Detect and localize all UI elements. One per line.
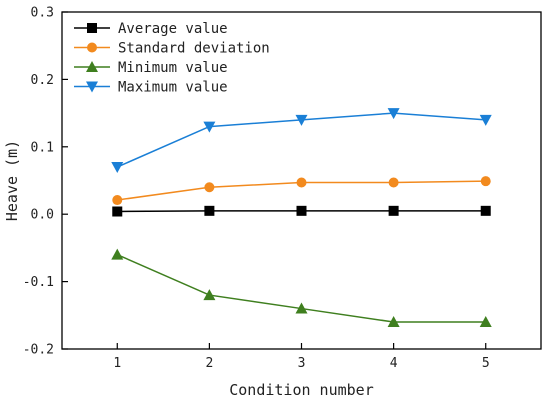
y-tick-label: -0.1 — [23, 275, 54, 290]
data-point — [295, 302, 308, 314]
x-tick-label: 5 — [482, 356, 490, 371]
data-point — [387, 108, 400, 120]
series-2 — [111, 248, 492, 328]
data-point — [479, 114, 492, 126]
legend: Average value Standard deviation Minimum v… — [74, 21, 270, 96]
y-tick-label: -0.2 — [23, 343, 54, 358]
x-tick-label: 1 — [113, 356, 121, 371]
y-axis: -0.2 -0.1 0.0 0.1 0.2 0.3 — [23, 6, 68, 358]
data-point — [480, 205, 491, 216]
legend-marker — [86, 81, 98, 93]
data-point — [387, 316, 400, 328]
series-0 — [112, 205, 491, 217]
data-point — [388, 177, 399, 188]
data-point — [388, 205, 399, 216]
x-axis: 1 2 3 4 5 — [113, 343, 490, 371]
legend-label: Maximum value — [118, 80, 228, 96]
legend-label: Standard deviation — [118, 41, 270, 57]
legend-marker — [87, 23, 97, 33]
legend-entry: Standard deviation — [74, 41, 270, 57]
series-layer — [111, 108, 492, 328]
data-point — [296, 177, 307, 188]
data-point — [295, 114, 308, 126]
data-point — [203, 121, 216, 133]
legend-entry: Average value — [74, 21, 228, 37]
data-point — [204, 182, 215, 193]
legend-label: Average value — [118, 21, 228, 37]
legend-entry: Maximum value — [74, 80, 228, 96]
legend-marker — [86, 61, 98, 72]
x-tick-label: 2 — [205, 356, 213, 371]
legend-label: Minimum value — [118, 60, 228, 76]
series-1 — [112, 176, 491, 206]
y-tick-label: 0.3 — [31, 6, 54, 21]
x-axis-title: Condition number — [229, 381, 374, 399]
x-tick-label: 3 — [298, 356, 306, 371]
series-3 — [111, 108, 492, 174]
y-axis-title: Heave (m) — [3, 140, 21, 221]
data-point — [479, 316, 492, 328]
data-point — [480, 176, 491, 187]
x-tick-label: 4 — [390, 356, 398, 371]
legend-marker — [87, 42, 97, 53]
data-point — [111, 162, 124, 174]
data-point — [112, 206, 123, 217]
y-tick-label: 0.1 — [31, 140, 54, 155]
y-tick-label: 0.0 — [31, 208, 54, 223]
data-point — [111, 248, 124, 260]
data-point — [296, 205, 307, 216]
data-point — [204, 205, 215, 216]
legend-entry: Minimum value — [74, 60, 228, 76]
y-tick-label: 0.2 — [31, 73, 54, 88]
data-point — [112, 195, 123, 206]
data-point — [203, 289, 216, 301]
